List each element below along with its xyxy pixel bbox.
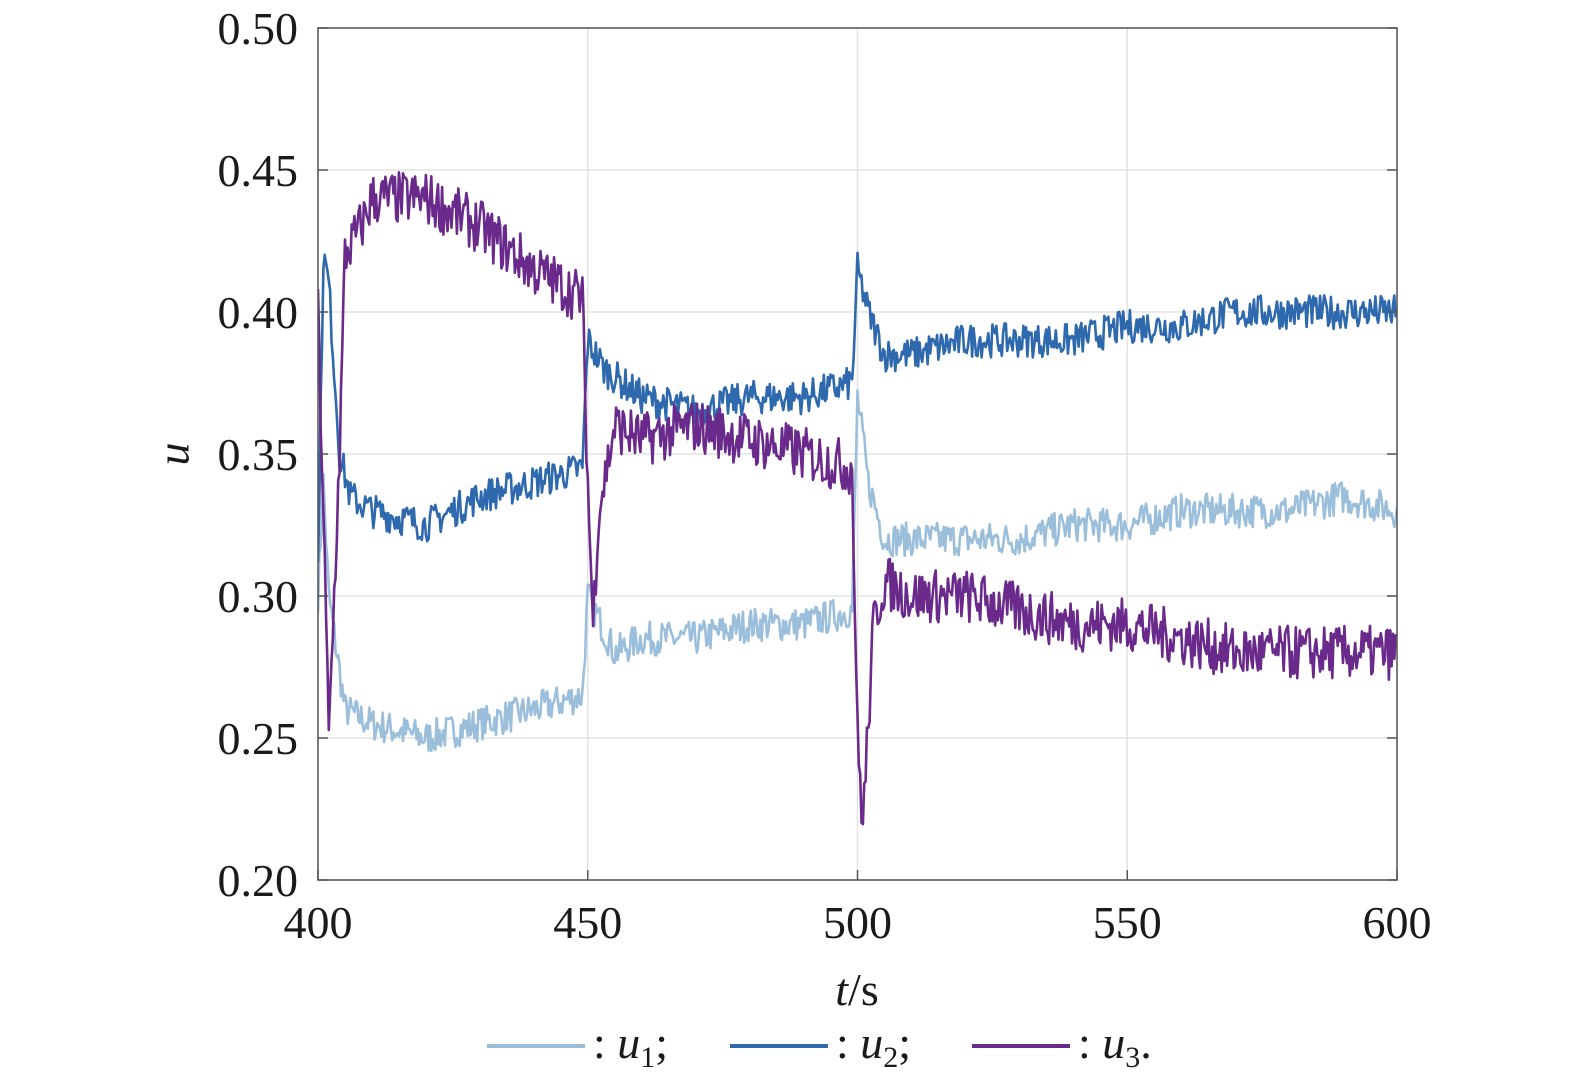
y-tick-label: 0.45 [218, 145, 299, 196]
y-axis-label: u [148, 443, 199, 466]
legend-label-u2: : u2; [836, 1017, 911, 1074]
x-tick-label: 500 [823, 897, 892, 948]
y-tick-label: 0.35 [218, 429, 299, 480]
x-tick-label: 600 [1363, 897, 1432, 948]
y-tick-label: 0.50 [218, 3, 299, 54]
y-tick-label: 0.20 [218, 855, 299, 906]
series-line-u2 [318, 251, 1397, 563]
legend-label-u3: : u3. [1078, 1017, 1152, 1074]
series-line-u3 [318, 171, 1397, 826]
x-tick-label: 400 [284, 897, 353, 948]
series-lines [318, 171, 1397, 826]
y-tick-label: 0.40 [218, 287, 299, 338]
legend: : u1; : u2; : u3. [487, 1017, 1152, 1074]
legend-label-u1: : u1; [593, 1017, 668, 1074]
x-axis-label: t/s [835, 964, 878, 1015]
y-tick-label: 0.25 [218, 713, 299, 764]
axis-ticks: 400 450 500 550 600 0.20 0.25 0.30 0.35 0.40 0.45 0… [218, 3, 1432, 948]
y-tick-label: 0.30 [218, 571, 299, 622]
x-tick-label: 450 [553, 897, 622, 948]
x-tick-label: 550 [1093, 897, 1162, 948]
series-line-u1 [318, 389, 1397, 753]
